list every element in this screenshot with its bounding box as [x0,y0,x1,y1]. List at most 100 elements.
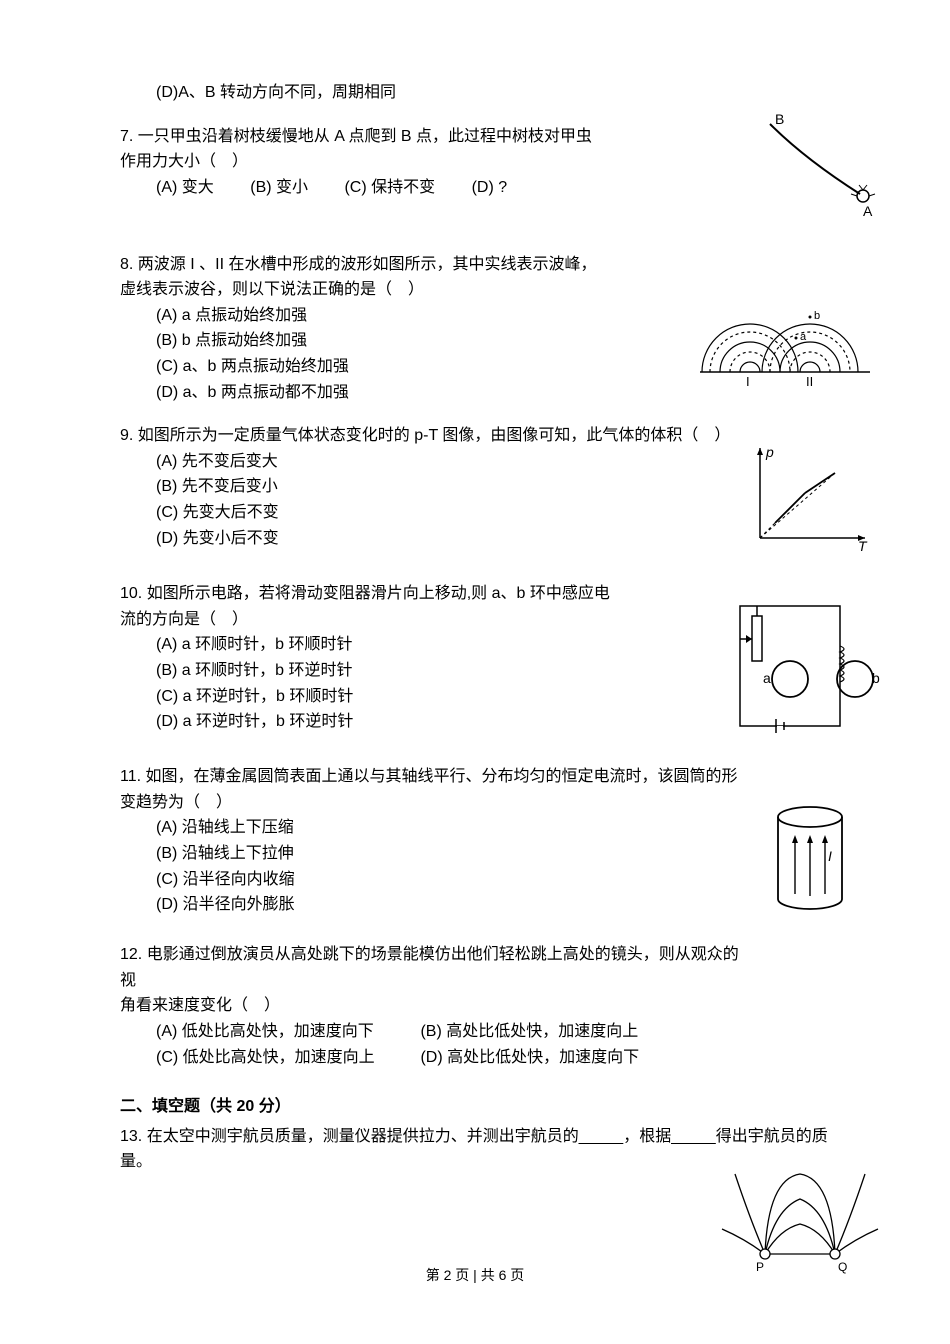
q10-circuit-rect [740,606,840,726]
q10-stem1: 如图所示电路，若将滑动变阻器滑片向上移动,则 a、b 环中感应电 [147,585,610,602]
q7-optB: (B) 变小 [250,179,308,196]
q10-battery [776,719,784,736]
q9-optA: (A) 先不变后变大 [120,449,830,475]
q10-ring-a [772,661,808,697]
q13-label-Q: Q [838,1260,847,1274]
q9-xlabel: T [858,538,868,553]
q8-figure: a b I II [700,282,870,392]
q7-optC: (C) 保持不变 [344,179,435,196]
q6d-block: (D)A、B 转动方向不同，周期相同 [120,80,830,106]
q8-stem-line1: 8. 两波源 I 、II 在水槽中形成的波形如图所示，其中实线表示波峰， [120,252,830,278]
q11-block: I 11. 如图，在薄金属圆筒表面上通以与其轴线平行、分布均匀的恒定电流时，该圆… [120,764,830,924]
q11-arrow3-head [822,835,828,843]
q9-stem-text: 如图所示为一定质量气体状态变化时的 p-T 图像，由图像可知，此气体的体积（ ） [138,427,731,444]
q9-num: 9. [120,427,133,444]
q7-num: 7. [120,128,133,145]
q10-block: a b 10. 如图所示电路，若将滑动变阻器滑片向上移动,则 a、b 环中感应电… [120,581,830,746]
q7-stem1: 一只甲虫沿着树枝缓慢地从 A 点爬到 B 点，此过程中树枝对甲虫 [138,128,592,145]
q11-optA: (A) 沿轴线上下压缩 [120,815,830,841]
q9-ylabel: p [765,444,774,460]
q6d-text: A、B 转动方向不同，周期相同 [178,84,396,101]
q13-body: 在太空中测宇航员质量，测量仪器提供拉力、并测出宇航员的_____，根据_____… [120,1128,828,1171]
q12-stem-line2: 视 [120,968,830,994]
q7-branch [770,124,860,194]
q7-optA: (A) 变大 [156,179,214,196]
q12-optC: (C) 低处比高处快，加速度向上 [156,1045,416,1071]
q10-ring-b [837,661,873,697]
q7-stem-line1: 7. 一只甲虫沿着树枝缓慢地从 A 点爬到 B 点，此过程中树枝对甲虫 [120,124,830,150]
q11-figure: I [760,799,860,919]
q6-optD: (D)A、B 转动方向不同，周期相同 [120,80,830,106]
q8-label-a: a [800,331,807,343]
q10-svg: a b [720,591,880,741]
q13-figure: P Q [720,1169,880,1279]
q13-label-P: P [756,1260,764,1274]
q11-optB: (B) 沿轴线上下拉伸 [120,841,830,867]
q10-slider-arrow [746,635,752,643]
q12-opts-row2: (C) 低处比高处快，加速度向上 (D) 高处比低处快，加速度向下 [120,1045,830,1071]
q8-point-a [795,336,798,339]
q12-block: 12. 电影通过倒放演员从高处跳下的场景能模仿出他们轻松跳上高处的镜头，则从观众… [120,942,830,1070]
q11-stem1: 如图，在薄金属圆筒表面上通以与其轴线平行、分布均匀的恒定电流时，该圆筒的形 [146,768,738,785]
q8-block: a b I II 8. 两波源 I 、II 在水槽中形成的波形如图所示，其中实线… [120,252,830,406]
q13-svg: P Q [720,1169,880,1279]
q8-label-I: I [746,374,750,389]
q10-rheostat [752,616,762,661]
q7-options: (A) 变大 (B) 变小 (C) 保持不变 (D) ? [120,175,830,201]
q12-optD: (D) 高处比低处快，加速度向下 [420,1049,639,1066]
q12-optB: (B) 高处比低处快，加速度向上 [420,1023,638,1040]
q13-fieldlines [722,1174,878,1254]
q7-figure: B A [750,114,880,224]
q12-stem-line1: 12. 电影通过倒放演员从高处跳下的场景能模仿出他们轻松跳上高处的镜头，则从观众… [120,942,830,968]
q11-top-ellipse [778,807,842,827]
q9-optD: (D) 先变小后不变 [120,526,830,552]
q12-opts-row1: (A) 低处比高处快，加速度向下 (B) 高处比低处快，加速度向上 [120,1019,830,1045]
q11-arrow2-head [807,835,813,843]
q13-text: 13. 在太空中测宇航员质量，测量仪器提供拉力、并测出宇航员的_____，根据_… [120,1124,830,1175]
q8-stem1: 两波源 I 、II 在水槽中形成的波形如图所示，其中实线表示波峰， [138,256,597,273]
q9-svg: p T [740,443,870,553]
q9-figure: p T [740,443,870,553]
q7-label-B: B [775,114,784,127]
q9-optC: (C) 先变大后不变 [120,500,830,526]
q13-block: P Q 13. 在太空中测宇航员质量，测量仪器提供拉力、并测出宇航员的_____… [120,1124,830,1224]
q9-optB: (B) 先不变后变小 [120,474,830,500]
q11-svg: I [760,799,860,919]
q8-label-II: II [806,374,813,389]
q10-num: 10. [120,585,142,602]
q9-stem: 9. 如图所示为一定质量气体状态变化时的 p-T 图像，由图像可知，此气体的体积… [120,423,830,449]
q9-yaxis-arrow [757,448,763,455]
section2-title: 二、填空题（共 20 分） [120,1094,830,1120]
q7-optD: (D) ? [472,179,508,196]
q11-optC: (C) 沿半径向内收缩 [120,867,830,893]
q11-optD: (D) 沿半径向外膨胀 [120,892,830,918]
q10-label-b: b [872,670,880,686]
q9-seg2 [805,473,835,493]
q7-stem-line2: 作用力大小（ ） [120,149,830,175]
q10-primary-coil [840,646,844,682]
q6d-label: (D) [156,84,178,101]
q9-block: p T 9. 如图所示为一定质量气体状态变化时的 p-T 图像，由图像可知，此气… [120,423,830,563]
q12-stem-line3: 角看来速度变化（ ） [120,993,830,1019]
q8-svg: a b I II [700,282,870,392]
q13-num: 13. [120,1128,142,1145]
q11-arrow1-head [792,835,798,843]
q7-label-A: A [863,203,873,219]
q7-svg: B A [750,114,880,224]
q7-bug [857,190,869,202]
q12-stem1: 电影通过倒放演员从高处跳下的场景能模仿出他们轻松跳上高处的镜头，则从观众的 [147,946,739,963]
q9-dash1 [760,493,805,538]
q12-num: 12. [120,946,142,963]
q11-stem-line2: 变趋势为（ ） [120,790,830,816]
q13-charge-left [760,1249,770,1259]
q8-num: 8. [120,256,133,273]
q12-optA: (A) 低处比高处快，加速度向下 [156,1019,416,1045]
q13-charge-right [830,1249,840,1259]
q11-stem-line1: 11. 如图，在薄金属圆筒表面上通以与其轴线平行、分布均匀的恒定电流时，该圆筒的… [120,764,830,790]
q8-point-b [809,315,812,318]
q9-dash2 [760,473,835,538]
q11-label-I: I [828,848,832,864]
q10-label-a: a [763,670,771,686]
q11-num: 11. [120,768,141,785]
q8-label-b: b [814,310,820,322]
